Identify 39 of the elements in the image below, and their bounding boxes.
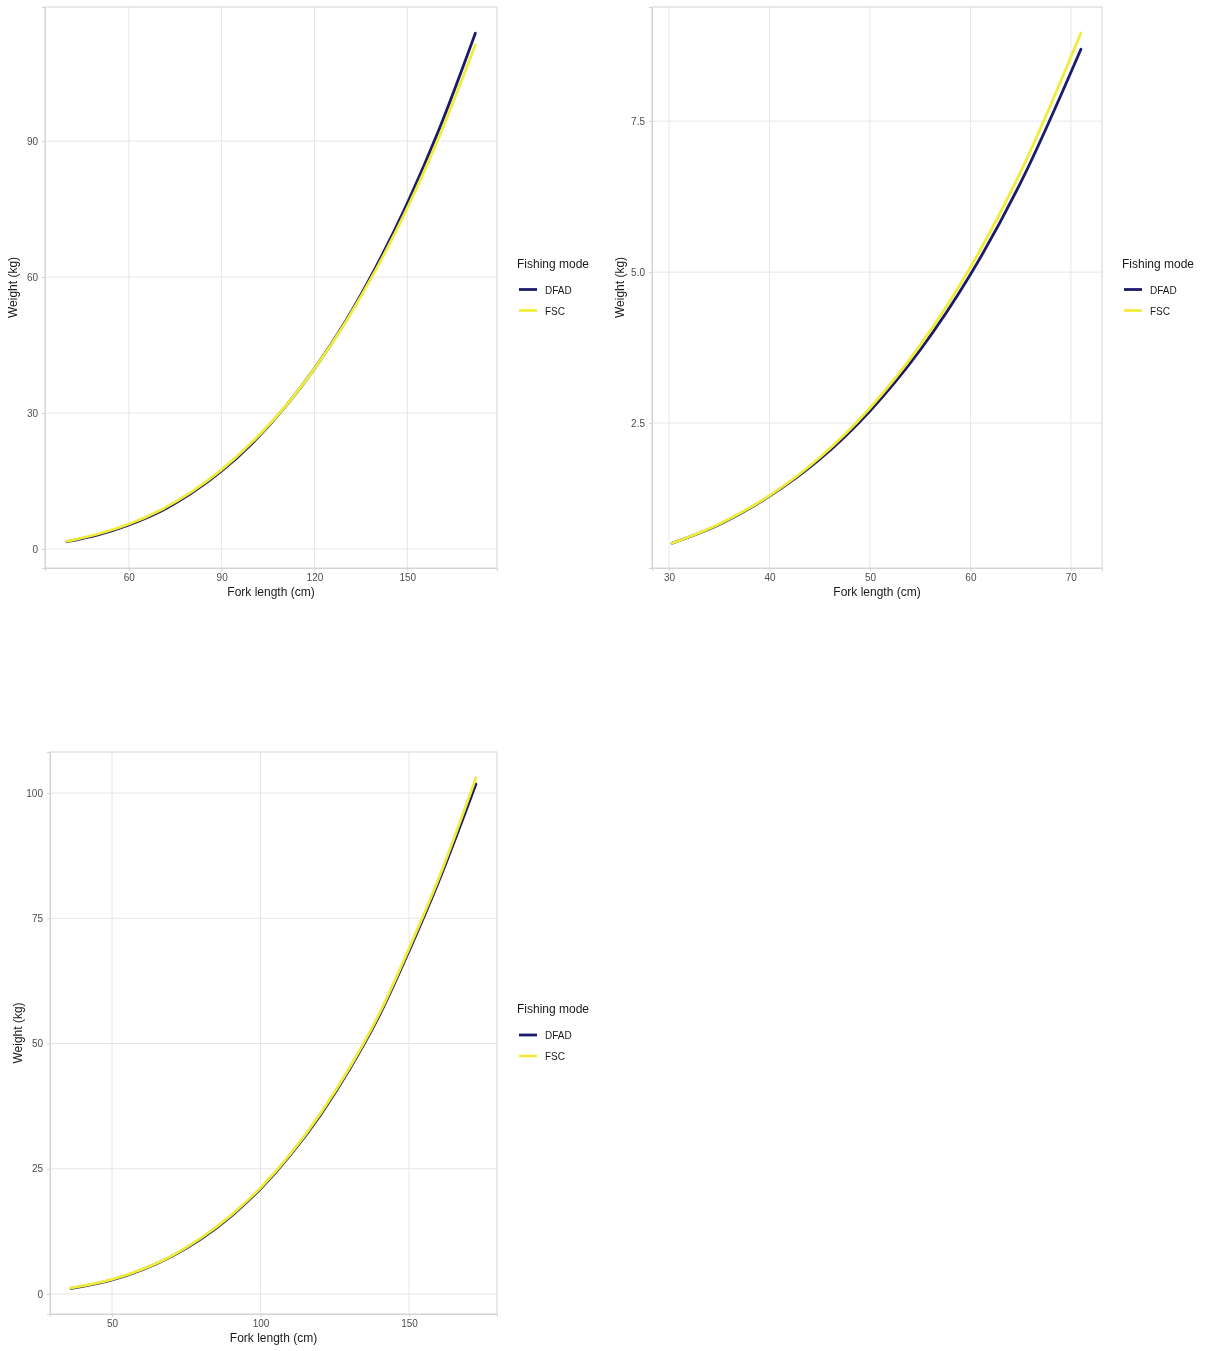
legend-label: DFAD <box>1150 284 1177 296</box>
x-tick-label: 40 <box>764 572 777 584</box>
x-tick-label: 70 <box>1065 572 1078 584</box>
y-tick-label: 75 <box>31 913 44 924</box>
x-tick-label: 100 <box>252 1318 270 1330</box>
x-tick-label: 30 <box>664 572 676 584</box>
legend-label: FSC <box>545 305 565 317</box>
y-tick-label: 30 <box>26 407 39 419</box>
legend-label: DFAD <box>545 284 572 296</box>
y-axis-title: Weight (kg) <box>11 1002 25 1064</box>
x-tick-label: 150 <box>399 572 417 584</box>
x-tick-label: 60 <box>123 572 136 584</box>
x-tick-label: 150 <box>401 1318 419 1330</box>
y-axis-title: Weight (kg) <box>613 256 627 319</box>
x-tick-label: 60 <box>965 572 977 584</box>
x-tick-label: 50 <box>864 572 877 584</box>
y-tick-label: 0 <box>32 543 39 555</box>
x-axis-title: Fork length (cm) <box>227 585 315 599</box>
y-tick-label: 50 <box>31 1038 44 1050</box>
y-tick-label: 60 <box>26 271 39 283</box>
y-tick-label: 5.0 <box>631 266 646 278</box>
y-tick-label: 2.5 <box>631 417 646 429</box>
legend-title: Fishing mode <box>1122 256 1195 271</box>
legend-label: DFAD <box>545 1030 572 1041</box>
x-axis-title: Fork length (cm) <box>229 1331 318 1345</box>
y-tick-label: 100 <box>26 787 44 799</box>
y-axis-title: Weight (kg) <box>6 256 20 319</box>
y-tick-label: 25 <box>31 1163 44 1175</box>
legend-title: Fishing mode <box>517 256 590 271</box>
y-tick-label: 7.5 <box>631 115 646 127</box>
legend-title: Fishing mode <box>517 1002 590 1016</box>
x-tick-label: 120 <box>306 572 324 584</box>
legend-label: FSC <box>1150 305 1170 317</box>
x-tick-label: 50 <box>107 1318 119 1330</box>
y-tick-label: 0 <box>37 1288 44 1300</box>
x-tick-label: 90 <box>216 572 229 584</box>
y-tick-label: 90 <box>26 135 39 147</box>
legend-label: FSC <box>545 1051 565 1062</box>
x-axis-title: Fork length (cm) <box>833 585 921 599</box>
